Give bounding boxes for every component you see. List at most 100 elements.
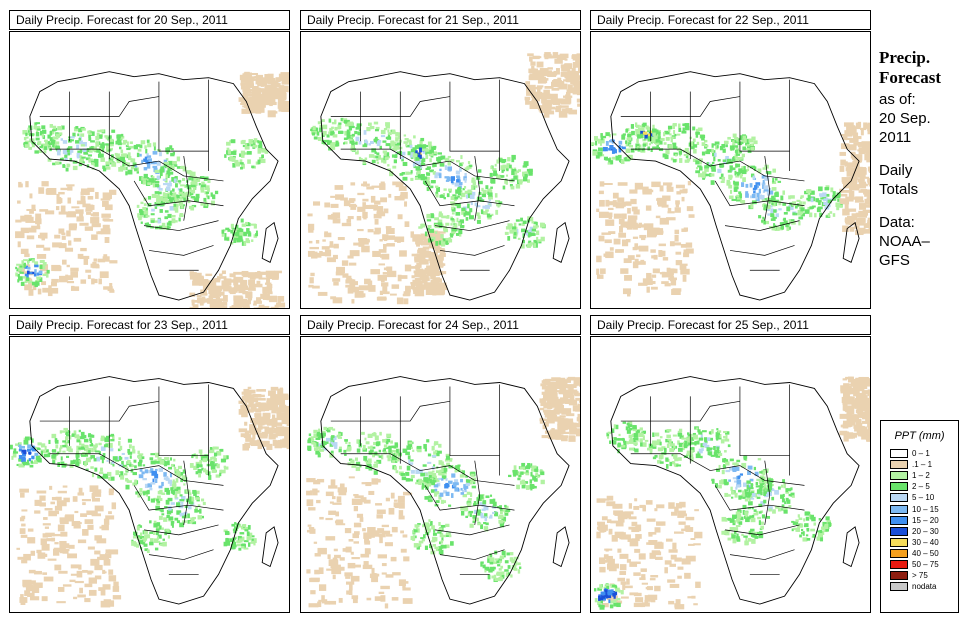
country-border — [340, 453, 515, 486]
country-border — [739, 386, 790, 457]
precip-cluster — [343, 431, 402, 475]
country-border — [340, 148, 515, 182]
precip-cluster — [155, 487, 206, 528]
country-border — [630, 453, 805, 486]
precip-cluster — [189, 446, 229, 480]
legend-label: nodata — [912, 582, 937, 592]
africa-coastline — [610, 376, 860, 605]
africa-coastline — [320, 376, 570, 605]
legend-swatch — [890, 504, 908, 514]
country-border — [434, 220, 510, 231]
legend-item: 40 – 50 — [890, 548, 958, 559]
precip-cluster — [591, 132, 633, 165]
country-border — [449, 81, 500, 152]
legend-label: 15 – 20 — [912, 515, 939, 525]
dry-region — [306, 476, 413, 609]
panel-4-map — [9, 336, 290, 613]
info-data-line1: Data: — [879, 214, 915, 231]
precip-cluster — [489, 154, 533, 190]
country-border — [133, 180, 224, 207]
africa-coastline — [320, 71, 570, 301]
legend-swatch — [890, 493, 908, 503]
country-border — [424, 180, 515, 207]
panel-1-map — [9, 31, 290, 309]
info-title-line2: Forecast — [879, 68, 941, 87]
precip-cluster — [22, 122, 62, 154]
precip-cluster — [504, 216, 546, 249]
madagascar-outline — [261, 526, 279, 568]
madagascar-outline — [261, 221, 279, 263]
precip-cluster — [410, 144, 434, 163]
precip-cluster — [221, 218, 259, 246]
dry-region — [16, 485, 122, 608]
country-border — [439, 549, 505, 560]
precip-map — [593, 376, 870, 610]
legend-swatch — [890, 537, 908, 547]
precip-cluster — [480, 550, 522, 583]
precip-cluster — [307, 426, 348, 458]
dry-region — [524, 52, 580, 118]
legend-label: 0 – 1 — [912, 449, 930, 459]
precip-cluster — [392, 439, 454, 485]
precip-cluster — [172, 176, 219, 211]
precip-cluster — [606, 421, 649, 454]
precip-cluster — [15, 258, 50, 288]
legend-swatch — [890, 559, 908, 569]
precip-map — [306, 376, 580, 609]
country-border — [724, 220, 800, 231]
country-border — [183, 156, 190, 221]
legend-item: 15 – 20 — [890, 515, 958, 526]
legend-item: 0 – 1 — [890, 448, 958, 459]
country-border — [620, 400, 740, 422]
country-border — [630, 148, 805, 182]
madagascar-outline — [842, 221, 860, 263]
legend-item: 50 – 75 — [890, 559, 958, 570]
panel-5-map — [300, 336, 581, 613]
precip-cluster — [224, 138, 269, 170]
legend-swatch — [890, 471, 908, 481]
legend-swatch — [890, 582, 908, 592]
panel-2-map — [300, 31, 581, 309]
info-as-of: as of: — [879, 91, 916, 108]
country-border — [764, 460, 771, 526]
panel-4-title: Daily Precip. Forecast for 23 Sep., 2011 — [9, 315, 290, 335]
dry-region — [596, 181, 695, 297]
legend-item: 5 – 10 — [890, 492, 958, 503]
country-border — [474, 156, 481, 221]
legend-item: 2 – 5 — [890, 481, 958, 492]
precip-cluster — [798, 185, 843, 218]
country-border — [729, 245, 795, 256]
dry-region — [189, 270, 286, 308]
country-border — [49, 453, 224, 486]
info-totals-line1: Daily — [879, 162, 913, 179]
madagascar-outline — [552, 221, 570, 263]
country-border — [39, 400, 159, 422]
info-totals-line2: Totals — [879, 181, 919, 198]
precip-map — [10, 376, 289, 608]
legend-label: 20 – 30 — [912, 526, 939, 536]
africa-coastline — [610, 71, 860, 301]
precip-cluster — [223, 522, 257, 551]
legend-swatch — [890, 482, 908, 492]
country-border — [330, 400, 450, 422]
country-border — [143, 220, 219, 231]
forecast-info: Precip. Forecast as of: 20 Sep. 2011 Dai… — [879, 48, 963, 270]
panel-5-title: Daily Precip. Forecast for 24 Sep., 2011 — [300, 315, 581, 335]
country-border — [39, 96, 159, 117]
precip-cluster — [726, 164, 786, 211]
legend-swatch — [890, 515, 908, 525]
precip-cluster — [450, 184, 503, 224]
precip-cluster — [136, 193, 185, 230]
legend-label: 5 – 10 — [912, 493, 935, 503]
legend-label: 50 – 75 — [912, 559, 939, 569]
legend-label: 30 – 40 — [912, 537, 939, 547]
precip-map — [591, 71, 870, 301]
panel-3-title: Daily Precip. Forecast for 22 Sep., 2011 — [590, 10, 871, 30]
legend-swatch — [890, 460, 908, 470]
panel-6-title: Daily Precip. Forecast for 25 Sep., 2011 — [590, 315, 871, 335]
precip-map — [307, 52, 580, 305]
legend-swatch — [890, 449, 908, 459]
legend-swatch — [890, 571, 908, 581]
